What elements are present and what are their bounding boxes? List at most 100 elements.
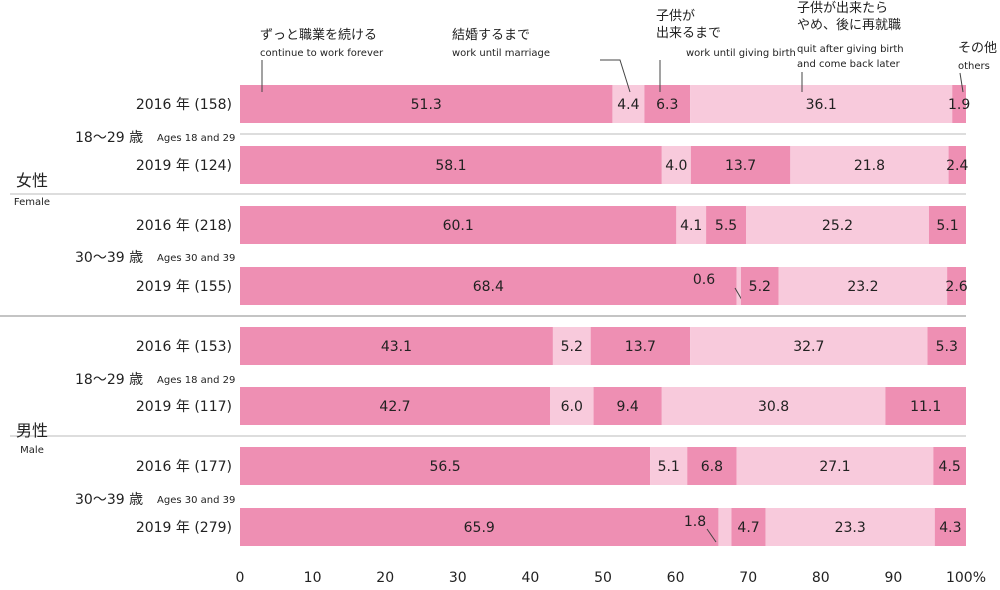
- bar-segment: [746, 206, 929, 244]
- age-group-label-en: Ages 18 and 29: [157, 133, 235, 144]
- bar-segment: [928, 206, 966, 244]
- bar-segment: [690, 146, 791, 184]
- bar-segment: [740, 267, 779, 305]
- legend-label: その他: [958, 41, 997, 56]
- bar-segment: [790, 146, 949, 184]
- legend-label-en: quit after giving birth: [797, 44, 904, 55]
- bar-segment: [644, 85, 691, 123]
- bar-segment: [778, 267, 948, 305]
- bar-segment: [240, 146, 662, 184]
- age-group-label: 18～29 歳: [75, 130, 143, 146]
- age-group-label-en: Ages 30 and 39: [157, 495, 235, 506]
- legend-label: ずっと職業を続ける: [260, 27, 377, 43]
- legend-label-en: work until marriage: [452, 48, 550, 59]
- data-label: 25.2: [822, 218, 853, 234]
- bar-segment: [731, 508, 766, 546]
- legend-label-en: work until giving birth: [686, 48, 796, 59]
- data-label: 23.3: [835, 520, 866, 536]
- bar-segment: [933, 447, 966, 485]
- legend-leader: [959, 72, 964, 93]
- bar-segment: [885, 387, 966, 425]
- data-label: 11.1: [910, 399, 941, 415]
- bar-segment: [765, 508, 935, 546]
- data-label: 4.1: [680, 218, 702, 234]
- x-tick-label: 50: [594, 570, 612, 586]
- x-axis: 0 10 20 30 40 50 60 70 80 90 100%: [236, 570, 986, 586]
- row-labels: 2016 年 (158) 2019 年 (124) 2016 年 (218) 2019…: [14, 97, 235, 536]
- bar-segment: [947, 267, 966, 305]
- gender-label-en: Female: [14, 197, 50, 208]
- data-label: 5.1: [936, 218, 958, 234]
- data-label: 4.0: [665, 158, 687, 174]
- legend-label: やめ、後に再就職: [797, 18, 901, 33]
- data-label: 5.2: [749, 279, 771, 295]
- row-label: 2016 年 (158): [136, 97, 232, 113]
- data-label: 32.7: [793, 339, 824, 355]
- bar-segment: [676, 206, 707, 244]
- bar-segment: [687, 447, 737, 485]
- data-label: 56.5: [430, 459, 461, 475]
- data-label: 21.8: [854, 158, 885, 174]
- legend-label: 子供が出来たら: [797, 1, 888, 16]
- data-label: 51.3: [411, 97, 442, 113]
- data-label: 27.1: [819, 459, 850, 475]
- x-tick-label: 80: [812, 570, 830, 586]
- row-label: 2019 年 (279): [136, 520, 232, 536]
- legend-label: 結婚するまで: [452, 28, 530, 43]
- leader-line: [734, 287, 743, 301]
- data-label: 2.4: [946, 158, 968, 174]
- x-tick-label: 90: [884, 570, 902, 586]
- bar-segment: [552, 327, 591, 365]
- legend-label-en: continue to work forever: [260, 48, 384, 59]
- data-label: 1.8: [684, 514, 706, 530]
- x-tick-label: 0: [236, 570, 245, 586]
- legend-leader: [600, 59, 631, 93]
- data-label: 6.0: [561, 399, 583, 415]
- data-label: 68.4: [473, 279, 504, 295]
- row-label: 2016 年 (153): [136, 339, 232, 355]
- data-label: 23.2: [847, 279, 878, 295]
- x-tick-label: 30: [449, 570, 467, 586]
- bar-segment: [690, 85, 953, 123]
- row-label: 2019 年 (117): [136, 399, 232, 415]
- bar-segment: [240, 327, 553, 365]
- data-label: 4.5: [939, 459, 961, 475]
- data-label: 60.1: [443, 218, 474, 234]
- bar-segment: [612, 85, 645, 123]
- data-label: 13.7: [725, 158, 756, 174]
- legend-label-en: others: [958, 61, 990, 72]
- bar-segment: [240, 267, 737, 305]
- gender-label: 女性: [16, 171, 48, 190]
- data-label: 2.6: [945, 279, 967, 295]
- x-tick-label: 60: [667, 570, 685, 586]
- bar-segment: [661, 146, 691, 184]
- gender-label-en: Male: [20, 445, 44, 456]
- row-label: 2016 年 (218): [136, 218, 232, 234]
- bar-segment: [240, 508, 719, 546]
- bar-segment: [927, 327, 966, 365]
- bar-segment: [593, 387, 662, 425]
- data-label: 0.6: [693, 272, 715, 288]
- data-label: 1.9: [948, 97, 970, 113]
- bar-segment: [240, 206, 677, 244]
- row-label: 2016 年 (177): [136, 459, 232, 475]
- x-tick-label: 10: [304, 570, 322, 586]
- bar-segment: [706, 206, 747, 244]
- data-label: 43.1: [381, 339, 412, 355]
- bar-segment: [650, 447, 688, 485]
- x-tick-label: 70: [739, 570, 757, 586]
- legend: ずっと職業を続ける continue to work forever 結婚するまで w…: [260, 1, 997, 93]
- data-label: 36.1: [806, 97, 837, 113]
- data-label: 4.4: [617, 97, 639, 113]
- data-label: 58.1: [435, 158, 466, 174]
- gender-label: 男性: [16, 421, 48, 440]
- data-label: 5.3: [936, 339, 958, 355]
- data-label: 5.5: [715, 218, 737, 234]
- data-label: 13.7: [625, 339, 656, 355]
- legend-label: 出来るまで: [656, 26, 721, 41]
- data-label: 65.9: [464, 520, 495, 536]
- data-label: 42.7: [379, 399, 410, 415]
- bar-segment: [240, 387, 550, 425]
- x-tick-label: 100%: [946, 570, 986, 586]
- age-group-label: 18～29 歳: [75, 372, 143, 388]
